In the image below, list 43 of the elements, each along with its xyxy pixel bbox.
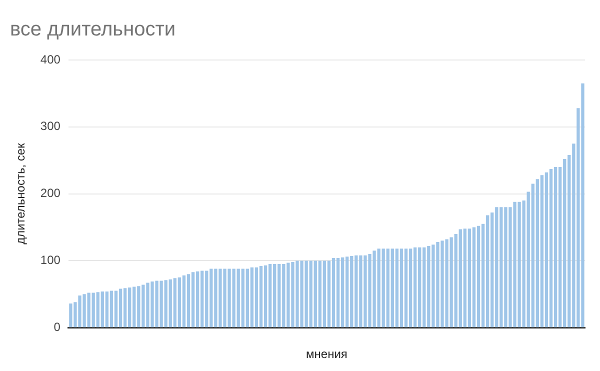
- bar: [549, 169, 553, 328]
- bar: [540, 175, 544, 328]
- bar: [264, 265, 268, 328]
- bar: [196, 271, 200, 328]
- bar: [182, 275, 186, 328]
- y-tick-label: 400: [40, 52, 61, 66]
- bar: [118, 288, 122, 328]
- bar: [544, 172, 548, 328]
- bar: [259, 266, 263, 328]
- bar: [463, 228, 467, 328]
- bar: [468, 228, 472, 328]
- y-tick-label: 200: [40, 186, 61, 200]
- bar: [254, 267, 258, 328]
- bar: [332, 258, 336, 328]
- bar: [536, 179, 540, 328]
- chart-title: все длительности: [10, 18, 176, 41]
- x-axis-title: мнения: [306, 347, 348, 362]
- bar: [340, 257, 344, 328]
- bar: [413, 247, 417, 328]
- bar: [404, 248, 408, 328]
- bar: [114, 290, 118, 328]
- bar: [178, 277, 182, 328]
- bar: [191, 272, 195, 328]
- bar: [250, 267, 254, 328]
- bar: [105, 291, 109, 328]
- bar: [336, 258, 340, 328]
- y-tick-label: 0: [54, 320, 61, 334]
- bar: [400, 248, 404, 328]
- bar: [554, 167, 558, 328]
- bar: [472, 227, 476, 328]
- bar: [268, 264, 272, 328]
- bar: [486, 215, 490, 328]
- bar: [186, 274, 190, 328]
- bar: [476, 226, 480, 328]
- y-axis-title: длительность, сек: [14, 142, 28, 244]
- bar: [327, 260, 331, 328]
- y-tick-label: 100: [40, 253, 61, 268]
- bar: [123, 288, 127, 328]
- bar: [408, 248, 412, 328]
- bar: [322, 260, 326, 328]
- bar: [110, 290, 114, 328]
- bar: [395, 248, 399, 328]
- y-tick-label: 300: [40, 119, 61, 134]
